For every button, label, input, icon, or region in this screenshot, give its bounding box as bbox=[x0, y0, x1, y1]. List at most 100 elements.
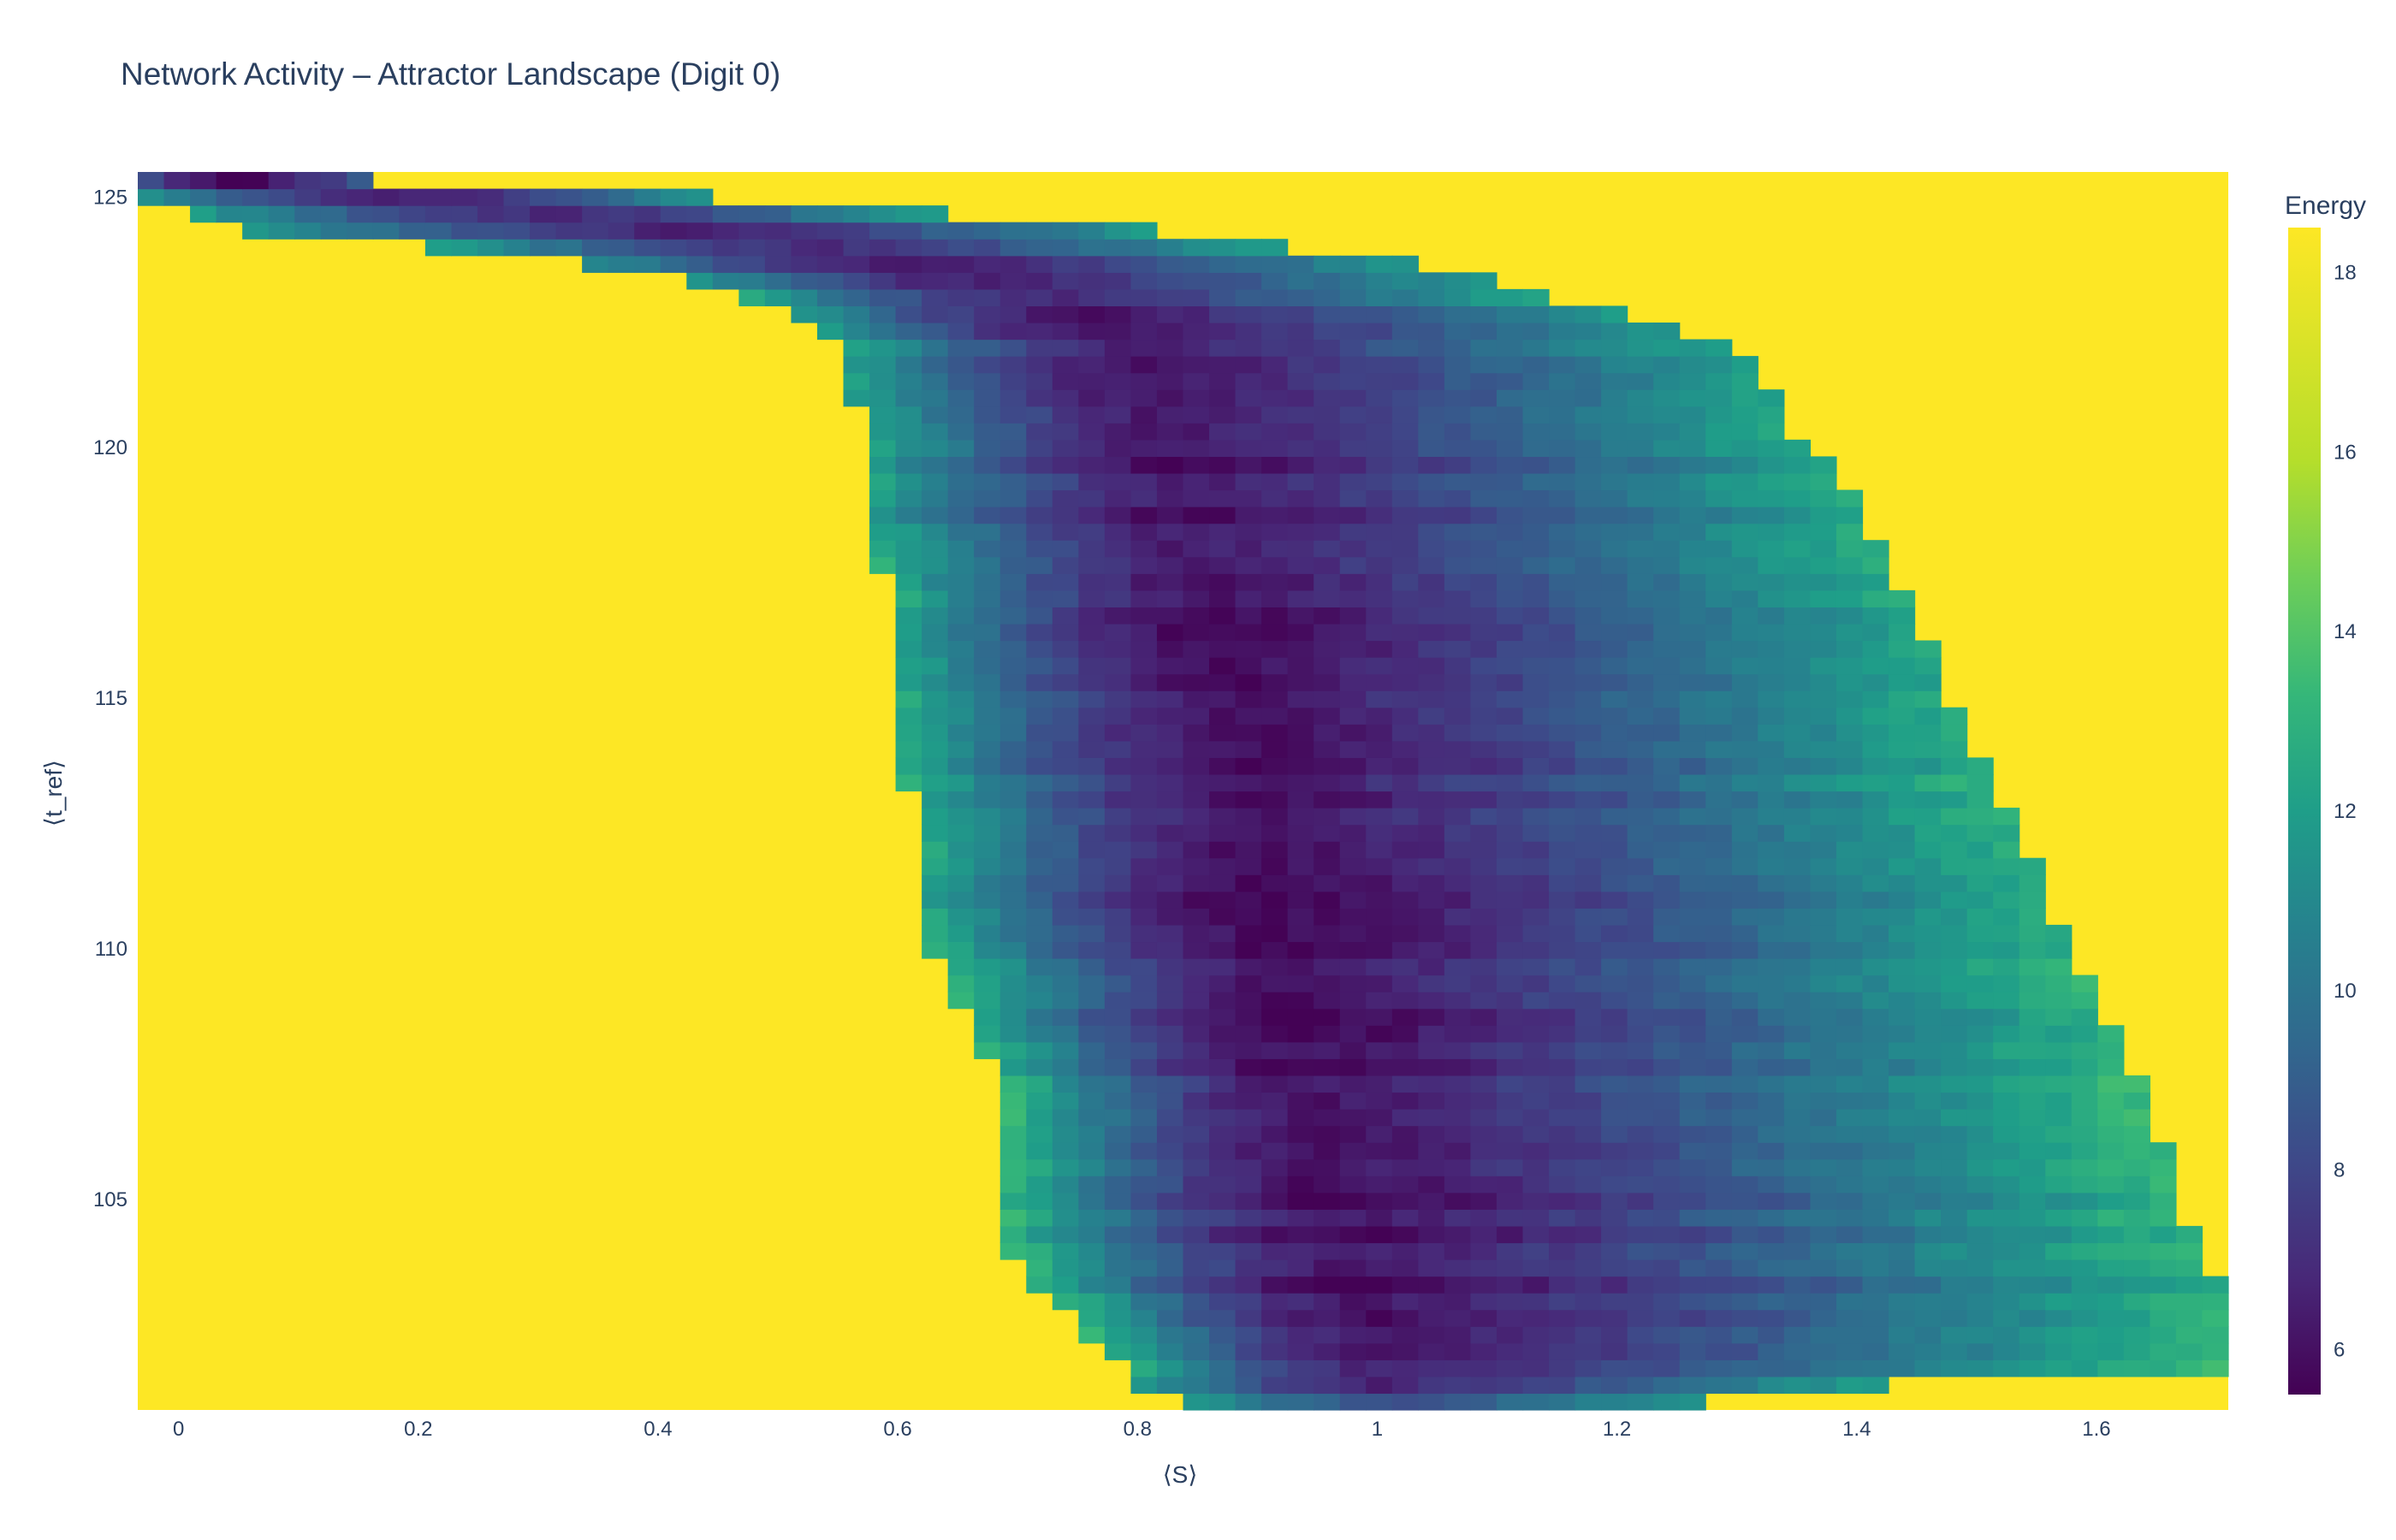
heatmap-cell bbox=[2071, 1176, 2098, 1194]
heatmap-cell bbox=[1339, 540, 1367, 558]
heatmap-cell bbox=[1235, 272, 1262, 290]
heatmap-cell bbox=[999, 573, 1027, 591]
heatmap-cell bbox=[1156, 1376, 1184, 1395]
heatmap-cell bbox=[1549, 1376, 1576, 1395]
heatmap-cell bbox=[1156, 757, 1184, 775]
heatmap-cell bbox=[1235, 573, 1262, 591]
heatmap-cell bbox=[1705, 1109, 1733, 1127]
heatmap-cell bbox=[1705, 623, 1733, 642]
heatmap-cell bbox=[1810, 724, 1837, 742]
heatmap-cell bbox=[1339, 992, 1367, 1010]
heatmap-cell bbox=[1130, 1192, 1158, 1210]
heatmap-cell bbox=[1156, 791, 1184, 808]
heatmap-cell bbox=[1966, 841, 1994, 859]
heatmap-cell bbox=[1496, 773, 1524, 792]
heatmap-cell bbox=[1889, 874, 1916, 892]
heatmap-cell bbox=[1104, 506, 1132, 524]
heatmap-cell bbox=[1130, 1209, 1158, 1227]
heatmap-cell bbox=[1314, 389, 1341, 407]
heatmap-cell bbox=[451, 205, 478, 223]
heatmap-cell bbox=[1391, 1326, 1419, 1344]
heatmap-cell bbox=[1914, 992, 1942, 1010]
heatmap-cell bbox=[1549, 1342, 1576, 1360]
heatmap-cell bbox=[1653, 1008, 1681, 1026]
heatmap-cell bbox=[1470, 1192, 1498, 1210]
heatmap-cell bbox=[1261, 924, 1289, 943]
heatmap-cell bbox=[1601, 640, 1628, 658]
heatmap-cell bbox=[1183, 556, 1210, 574]
heatmap-cell bbox=[1862, 556, 1889, 574]
heatmap-cell bbox=[1731, 1041, 1758, 1059]
heatmap-cell bbox=[947, 992, 975, 1010]
heatmap-cell bbox=[1444, 791, 1472, 808]
heatmap-cell bbox=[1549, 1142, 1576, 1160]
heatmap-cell bbox=[1339, 1326, 1367, 1344]
heatmap-cell bbox=[947, 406, 975, 424]
heatmap-cell bbox=[1679, 773, 1706, 792]
heatmap-cell bbox=[1522, 623, 1550, 642]
heatmap-cell bbox=[1235, 1125, 1262, 1143]
heatmap-cell bbox=[1836, 556, 1864, 574]
heatmap-cell bbox=[1862, 1242, 1889, 1260]
heatmap-cell bbox=[1496, 740, 1524, 758]
heatmap-cell bbox=[1653, 540, 1681, 558]
heatmap-cell bbox=[1522, 540, 1550, 558]
heatmap-cell bbox=[1026, 540, 1053, 558]
heatmap-cell bbox=[1156, 1326, 1184, 1344]
heatmap-cell bbox=[1235, 891, 1262, 909]
heatmap-cell bbox=[1941, 1176, 1968, 1194]
heatmap-cell bbox=[1914, 640, 1942, 658]
heatmap-cell bbox=[999, 423, 1027, 441]
heatmap-cell bbox=[1052, 707, 1079, 725]
heatmap-cell bbox=[1156, 472, 1184, 491]
heatmap-cell bbox=[2019, 1158, 2046, 1176]
heatmap-cell bbox=[1470, 1342, 1498, 1360]
heatmap-cell bbox=[1601, 1242, 1628, 1260]
heatmap-cell bbox=[1914, 1025, 1942, 1043]
x-axis-title: ⟨S⟩ bbox=[1163, 1461, 1198, 1488]
heatmap-cell bbox=[555, 222, 583, 240]
heatmap-cell bbox=[947, 439, 975, 458]
heatmap-cell bbox=[1653, 740, 1681, 758]
heatmap-cell bbox=[1862, 1008, 1889, 1026]
heatmap-cell bbox=[895, 540, 922, 558]
heatmap-cell bbox=[1993, 808, 2020, 826]
heatmap-cell bbox=[1391, 673, 1419, 691]
heatmap-cell bbox=[2150, 1326, 2177, 1344]
heatmap-cell bbox=[1104, 640, 1132, 658]
heatmap-cell bbox=[1261, 305, 1289, 323]
heatmap-cell bbox=[1339, 1293, 1367, 1311]
heatmap-cell bbox=[1130, 472, 1158, 491]
heatmap-cell bbox=[1026, 489, 1053, 507]
heatmap-cell bbox=[1758, 1359, 1785, 1377]
heatmap-cell bbox=[1993, 891, 2020, 909]
heatmap-cell bbox=[1731, 1242, 1758, 1260]
heatmap-cell bbox=[1209, 1176, 1237, 1194]
heatmap-cell bbox=[895, 439, 922, 458]
heatmap-cell bbox=[2097, 1309, 2125, 1327]
heatmap-cell bbox=[999, 1242, 1027, 1260]
heatmap-cell bbox=[1130, 506, 1158, 524]
heatmap-cell bbox=[1575, 356, 1602, 374]
heatmap-cell bbox=[1783, 1176, 1812, 1194]
heatmap-cell bbox=[1261, 1326, 1289, 1344]
heatmap-cell bbox=[1966, 757, 1994, 775]
heatmap-cell bbox=[1444, 707, 1472, 725]
heatmap-cell bbox=[1653, 640, 1681, 658]
heatmap-cell bbox=[1444, 1142, 1472, 1160]
heatmap-cell bbox=[1339, 339, 1367, 357]
heatmap-cell bbox=[1758, 908, 1785, 926]
heatmap-cell bbox=[1836, 1075, 1864, 1093]
heatmap-cell bbox=[1522, 489, 1550, 507]
heatmap-cell bbox=[1575, 1309, 1602, 1327]
heatmap-cell bbox=[424, 188, 453, 206]
heatmap-cell bbox=[1836, 1092, 1864, 1110]
heatmap-cell bbox=[1810, 540, 1837, 558]
heatmap-cell bbox=[1627, 992, 1654, 1010]
heatmap-cell bbox=[1522, 673, 1550, 691]
heatmap-cell bbox=[1914, 1075, 1942, 1093]
heatmap-cell bbox=[1130, 540, 1158, 558]
heatmap-cell bbox=[1235, 623, 1262, 642]
heatmap-cell bbox=[503, 205, 531, 223]
heatmap-cell bbox=[1235, 1058, 1262, 1076]
